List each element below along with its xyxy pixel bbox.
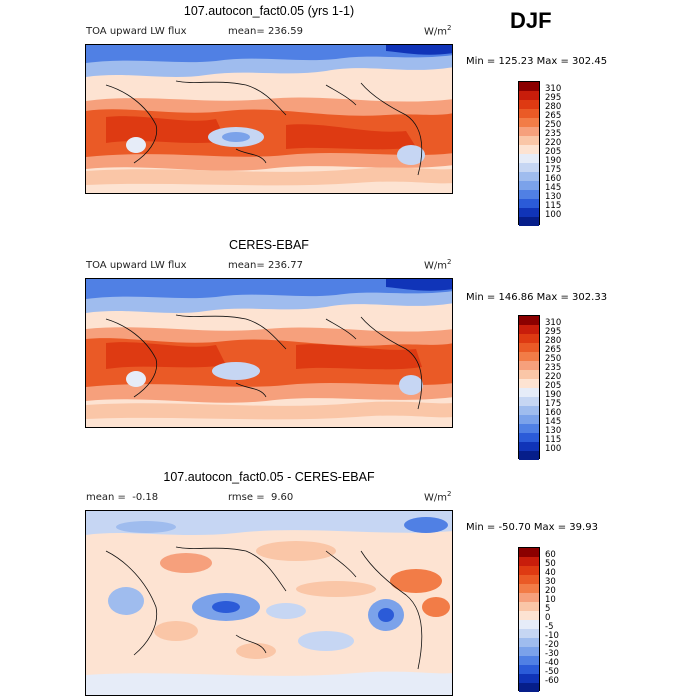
colorbar-tick-label: 130 <box>545 192 562 202</box>
panel-2-colorbar <box>518 315 540 460</box>
colorbar-tick-label: 40 <box>545 568 556 578</box>
colorbar-tick-label: 115 <box>545 201 562 211</box>
colorbar-tick-label: 175 <box>545 165 562 175</box>
colorbar-tick-label: 250 <box>545 354 562 364</box>
colorbar-tick-label: 100 <box>545 210 562 220</box>
colorbar-tick-label: 220 <box>545 138 562 148</box>
colorbar-tick-label: -50 <box>545 667 559 677</box>
panel-2-map <box>85 278 453 428</box>
panel-3-units: W/m2 <box>424 490 452 504</box>
colorbar-tick-label: 130 <box>545 426 562 436</box>
colorbar-tick-label: -30 <box>545 649 559 659</box>
panel-3-minmax: Min = -50.70 Max = 39.93 <box>466 522 598 533</box>
colorbar-tick-label: 280 <box>545 102 562 112</box>
season-label: DJF <box>510 8 552 33</box>
colorbar-tick-label: -5 <box>545 622 554 632</box>
colorbar-tick-label: 205 <box>545 381 562 391</box>
panel-2-units: W/m2 <box>424 258 452 272</box>
colorbar-tick-label: 145 <box>545 417 562 427</box>
colorbar-tick-label: 115 <box>545 435 562 445</box>
colorbar-tick-label: 280 <box>545 336 562 346</box>
colorbar-tick-label: -60 <box>545 676 559 686</box>
panel-3-rmse: rmse = 9.60 <box>228 492 294 503</box>
panel-1-colorbar <box>518 81 540 226</box>
panel-3-title: 107.autocon_fact0.05 - CERES-EBAF <box>163 470 375 484</box>
colorbar-tick-label: 235 <box>545 363 562 373</box>
colorbar-tick-label: 50 <box>545 559 556 569</box>
colorbar-tick-label: -10 <box>545 631 559 641</box>
colorbar-tick-label: 20 <box>545 586 556 596</box>
panel-1-map <box>85 44 453 194</box>
panel-1-variable: TOA upward LW flux <box>86 26 187 37</box>
colorbar-tick-label: 190 <box>545 156 562 166</box>
colorbar-tick-label: -40 <box>545 658 559 668</box>
colorbar-tick-label: 145 <box>545 183 562 193</box>
colorbar-tick-label: 310 <box>545 318 562 328</box>
colorbar-tick-label: 235 <box>545 129 562 139</box>
panel-3-map <box>85 510 453 696</box>
colorbar-tick-label: 250 <box>545 120 562 130</box>
colorbar-tick-label: 0 <box>545 613 551 623</box>
panel-1-title: 107.autocon_fact0.05 (yrs 1-1) <box>183 4 355 18</box>
colorbar-tick-label: 175 <box>545 399 562 409</box>
colorbar-tick-label: 295 <box>545 93 562 103</box>
panel-2-variable: TOA upward LW flux <box>86 260 187 271</box>
colorbar-tick-label: 160 <box>545 408 562 418</box>
colorbar-tick-label: 160 <box>545 174 562 184</box>
panel-3-colorbar <box>518 547 540 692</box>
colorbar-tick-label: 295 <box>545 327 562 337</box>
colorbar-tick-label: 190 <box>545 390 562 400</box>
colorbar-tick-label: 30 <box>545 577 556 587</box>
colorbar-tick-label: 10 <box>545 595 556 605</box>
colorbar-tick-label: 220 <box>545 372 562 382</box>
colorbar-tick-label: 205 <box>545 147 562 157</box>
panel-2-minmax: Min = 146.86 Max = 302.33 <box>466 292 608 303</box>
colorbar-tick-label: 100 <box>545 444 562 454</box>
panel-1-mean: mean= 236.59 <box>228 26 303 37</box>
colorbar-tick-label: 265 <box>545 111 562 121</box>
panel-2-title: CERES-EBAF <box>229 238 309 252</box>
panel-1-units: W/m2 <box>424 24 452 38</box>
colorbar-tick-label: -20 <box>545 640 559 650</box>
colorbar-tick-label: 265 <box>545 345 562 355</box>
colorbar-tick-label: 5 <box>545 604 551 614</box>
panel-3-mean: mean = -0.18 <box>86 492 159 503</box>
colorbar-tick-label: 60 <box>545 550 556 560</box>
colorbar-tick-label: 310 <box>545 84 562 94</box>
panel-2-mean: mean= 236.77 <box>228 260 303 271</box>
panel-1-minmax: Min = 125.23 Max = 302.45 <box>466 56 608 67</box>
